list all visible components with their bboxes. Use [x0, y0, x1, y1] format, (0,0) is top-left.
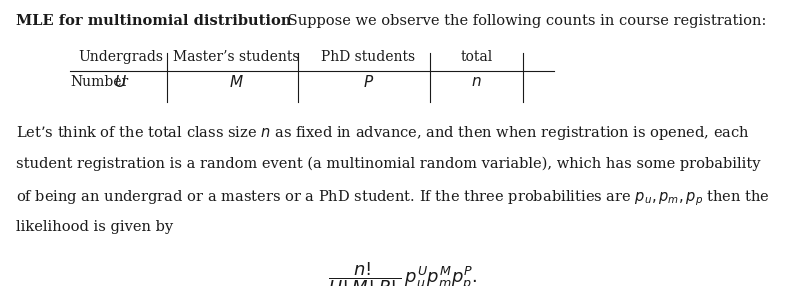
- Text: Number: Number: [70, 75, 128, 89]
- Text: student registration is a random event (a multinomial random variable), which ha: student registration is a random event (…: [16, 156, 760, 170]
- Text: $n$: $n$: [471, 75, 482, 89]
- Text: Undergrads: Undergrads: [78, 50, 163, 64]
- Text: total: total: [460, 50, 492, 64]
- Text: MLE for multinomial distribution: MLE for multinomial distribution: [16, 14, 291, 28]
- Text: Master’s students: Master’s students: [173, 50, 300, 64]
- Text: $P$: $P$: [362, 74, 373, 90]
- Text: Let’s think of the total class size $n$ as fixed in advance, and then when regis: Let’s think of the total class size $n$ …: [16, 124, 749, 142]
- Text: $\dfrac{n!}{U!M!P!}\, p_u^U p_m^M p_p^P.$: $\dfrac{n!}{U!M!P!}\, p_u^U p_m^M p_p^P.…: [329, 261, 477, 286]
- Text: PhD students: PhD students: [321, 50, 415, 64]
- Text: likelihood is given by: likelihood is given by: [16, 220, 173, 234]
- Text: $U$: $U$: [114, 74, 127, 90]
- Text: of being an undergrad or a masters or a PhD student. If the three probabilities : of being an undergrad or a masters or a …: [16, 188, 770, 208]
- Text: $M$: $M$: [229, 74, 244, 90]
- Text: Suppose we observe the following counts in course registration:: Suppose we observe the following counts …: [283, 14, 766, 28]
